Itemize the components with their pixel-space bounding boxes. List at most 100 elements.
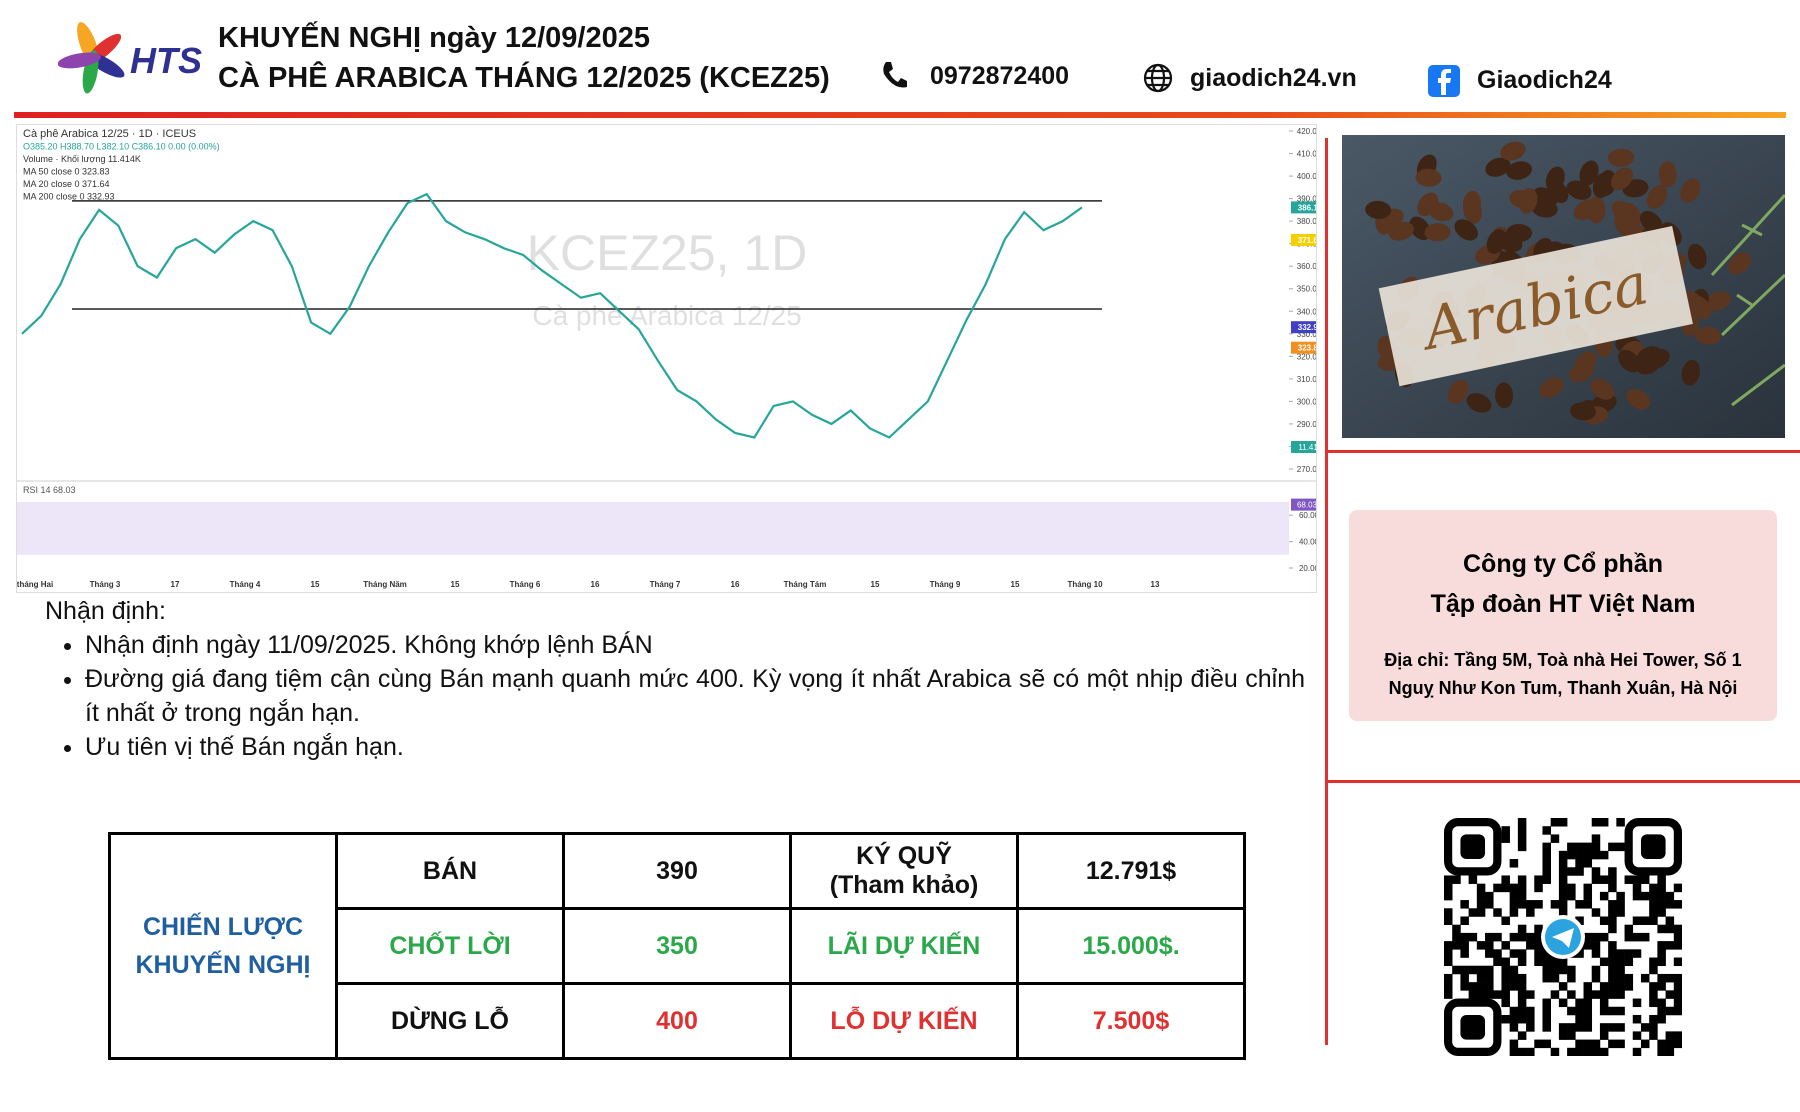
qr-module	[1673, 1039, 1682, 1049]
bean	[1447, 379, 1469, 404]
bean	[1466, 393, 1492, 413]
bean	[1705, 291, 1731, 311]
qr-module	[1485, 982, 1494, 991]
qr-module	[1517, 932, 1527, 942]
qr-module	[1608, 908, 1617, 917]
divider	[1326, 450, 1800, 453]
qr-module	[1632, 949, 1642, 958]
qr-module	[1534, 957, 1543, 967]
qr-module	[1501, 982, 1510, 991]
qr-module	[1558, 908, 1568, 917]
qr-module	[1599, 818, 1609, 827]
cell-text: KÝ QUỸ	[856, 842, 952, 870]
qr-module	[1476, 891, 1486, 901]
x-tick-label: 15	[311, 580, 320, 589]
qr-module	[1665, 1006, 1675, 1016]
qr-module	[1444, 875, 1453, 884]
qr-module	[1583, 883, 1593, 893]
qr-module	[1599, 998, 1609, 1008]
qr-module	[1542, 850, 1551, 860]
qr-module	[1509, 900, 1519, 909]
qr-module	[1526, 900, 1535, 909]
qr-module	[1657, 982, 1666, 991]
qr-module	[1517, 973, 1527, 983]
qr-module	[1608, 1023, 1617, 1032]
qr-module	[1673, 973, 1682, 983]
bean	[1728, 252, 1752, 275]
qr-module	[1632, 916, 1642, 925]
qr-module	[1657, 924, 1666, 934]
qr-module	[1452, 941, 1461, 950]
qr-module	[1485, 941, 1494, 950]
bean	[1570, 402, 1596, 421]
qr-module	[1501, 941, 1510, 950]
y-tick-label: 340.00	[1297, 307, 1317, 316]
qr-module	[1583, 1047, 1593, 1056]
qr-module	[1542, 965, 1551, 975]
qr-module	[1558, 965, 1568, 975]
qr-module	[1649, 900, 1658, 909]
qr-module	[1649, 883, 1658, 893]
qr-module	[1608, 900, 1617, 909]
qr-module	[1542, 1014, 1551, 1024]
bean	[1506, 161, 1532, 180]
qr-module	[1616, 1039, 1625, 1049]
qr-module	[1558, 900, 1568, 909]
qr-module	[1526, 941, 1535, 950]
qr-module	[1542, 826, 1551, 835]
notes: Nhận định: Nhận định ngày 11/09/2025. Kh…	[45, 594, 1305, 764]
qr-module	[1640, 932, 1650, 942]
qr-module	[1608, 916, 1617, 925]
qr-module	[1575, 949, 1584, 958]
qr-module	[1542, 875, 1551, 884]
qr-module	[1558, 867, 1568, 876]
x-tick-label: 15	[451, 580, 460, 589]
legend-text: MA 50 close 0 323.83	[23, 167, 110, 177]
note: Đường giá đang tiệm cận cùng Bán mạnh qu…	[85, 662, 1305, 730]
qr-module	[1476, 908, 1486, 917]
qr-module	[1476, 973, 1486, 983]
qr-module	[1608, 1039, 1617, 1049]
qr-module	[1567, 1006, 1576, 1016]
bean	[1681, 359, 1701, 386]
note: Nhận định ngày 11/09/2025. Không khớp lệ…	[85, 628, 1305, 662]
qr-module	[1608, 957, 1617, 967]
qr-module	[1509, 982, 1519, 991]
qr-module	[1542, 867, 1551, 876]
divider	[1326, 780, 1800, 783]
qr-module	[1575, 859, 1584, 868]
qr-module	[1591, 842, 1601, 852]
y-tick-label: 380.00	[1297, 217, 1317, 226]
phone: 0972872400	[930, 62, 1070, 90]
x-tick-label: 15	[1011, 580, 1020, 589]
qr-module	[1542, 998, 1551, 1008]
qr-module	[1501, 965, 1510, 975]
cell: DỪNG LỖ	[335, 982, 565, 1060]
qr-module	[1673, 998, 1682, 1008]
qr-module	[1452, 924, 1461, 934]
qr-module	[1575, 916, 1584, 925]
qr-module	[1575, 1039, 1584, 1049]
qr-module	[1493, 990, 1502, 999]
qr-module	[1583, 990, 1593, 999]
qr-module	[1567, 867, 1576, 876]
qr-module	[1517, 1031, 1527, 1040]
qr-module	[1665, 1039, 1675, 1049]
qr-module	[1616, 891, 1625, 901]
qr-module	[1567, 990, 1576, 999]
qr-module	[1501, 834, 1510, 843]
qr-module	[1673, 883, 1682, 893]
qr-module	[1583, 1039, 1593, 1049]
qr-module	[1591, 973, 1601, 983]
bean	[1658, 161, 1677, 188]
qr-module	[1501, 957, 1510, 967]
qr-module	[1517, 891, 1527, 901]
legend-text: O385.20 H388.70 L382.10 C386.10 0.00 (0.…	[23, 142, 220, 152]
qr-module	[1591, 834, 1601, 843]
qr-module	[1608, 883, 1617, 893]
qr-module	[1460, 932, 1469, 942]
qr-module	[1476, 900, 1486, 909]
bean	[1365, 200, 1392, 219]
qr-module	[1460, 982, 1469, 991]
bean	[1497, 232, 1523, 252]
